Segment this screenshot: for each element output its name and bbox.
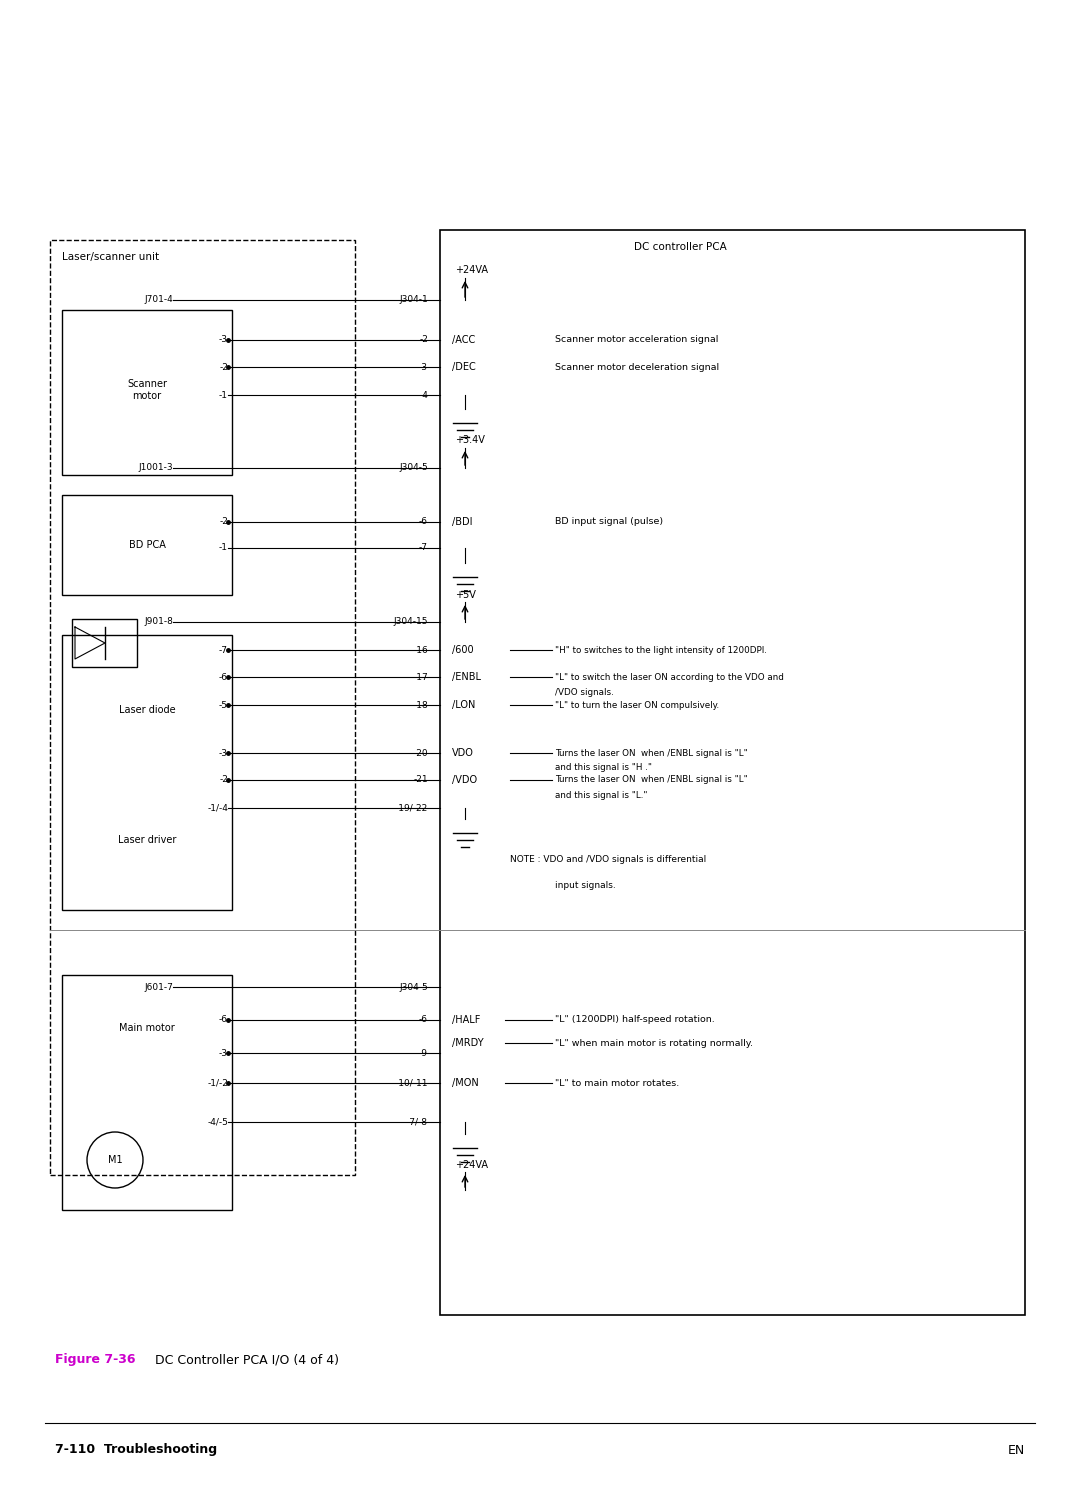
Text: input signals.: input signals. <box>555 881 616 890</box>
Text: Scanner motor deceleration signal: Scanner motor deceleration signal <box>555 362 719 371</box>
Text: Main motor: Main motor <box>119 1023 175 1033</box>
Text: -3: -3 <box>219 749 228 758</box>
Text: /600: /600 <box>453 644 474 655</box>
Text: J701-4: J701-4 <box>145 296 173 305</box>
Text: Figure 7-36: Figure 7-36 <box>55 1353 135 1366</box>
Text: DC controller PCA: DC controller PCA <box>634 242 727 253</box>
Bar <box>62 495 232 595</box>
Text: NOTE : VDO and /VDO signals is differential: NOTE : VDO and /VDO signals is different… <box>510 855 706 864</box>
Text: J601-7: J601-7 <box>144 982 173 991</box>
Text: -1: -1 <box>219 390 228 399</box>
Text: Laser/scanner unit: Laser/scanner unit <box>62 253 159 262</box>
Text: -1/-4: -1/-4 <box>207 803 228 812</box>
Text: J304-5: J304-5 <box>400 982 428 991</box>
Text: /MON: /MON <box>453 1078 478 1088</box>
Text: -1: -1 <box>219 544 228 553</box>
Text: +3.4V: +3.4V <box>455 435 485 446</box>
Text: and this signal is "H .": and this signal is "H ." <box>555 764 652 773</box>
Text: -6: -6 <box>219 673 228 682</box>
Text: -10/-11: -10/-11 <box>395 1078 428 1087</box>
Text: +24VA: +24VA <box>455 265 488 275</box>
Text: "L" to main motor rotates.: "L" to main motor rotates. <box>555 1078 679 1087</box>
Text: DC Controller PCA I/O (4 of 4): DC Controller PCA I/O (4 of 4) <box>156 1353 339 1366</box>
Text: BD PCA: BD PCA <box>129 540 165 550</box>
Text: -21: -21 <box>414 776 428 785</box>
Bar <box>50 241 355 1175</box>
Text: /VDO signals.: /VDO signals. <box>555 688 613 697</box>
Text: J901-8: J901-8 <box>144 617 173 626</box>
Text: M1: M1 <box>108 1156 122 1165</box>
Text: J304-15: J304-15 <box>393 617 428 626</box>
Text: /ACC: /ACC <box>453 335 475 345</box>
Text: Scanner motor acceleration signal: Scanner motor acceleration signal <box>555 335 718 344</box>
Text: -7: -7 <box>219 646 228 655</box>
Text: -18: -18 <box>414 701 428 710</box>
Text: -7: -7 <box>419 544 428 553</box>
Text: -20: -20 <box>414 749 428 758</box>
Text: Laser driver: Laser driver <box>118 836 176 845</box>
Text: "L" when main motor is rotating normally.: "L" when main motor is rotating normally… <box>555 1039 753 1048</box>
Text: "H" to switches to the light intensity of 1200DPI.: "H" to switches to the light intensity o… <box>555 646 767 655</box>
Text: /HALF: /HALF <box>453 1015 481 1026</box>
Text: -6: -6 <box>419 1015 428 1024</box>
Text: -19/-22: -19/-22 <box>395 803 428 812</box>
Bar <box>440 230 1025 1316</box>
Text: -4/-5: -4/-5 <box>207 1117 228 1127</box>
Bar <box>62 635 232 910</box>
Text: /ENBL: /ENBL <box>453 671 481 682</box>
Text: -5: -5 <box>219 701 228 710</box>
Text: -3: -3 <box>219 335 228 344</box>
Text: "L" to turn the laser ON compulsively.: "L" to turn the laser ON compulsively. <box>555 701 719 710</box>
Text: Laser diode: Laser diode <box>119 706 175 715</box>
Text: -16: -16 <box>414 646 428 655</box>
Text: -6: -6 <box>219 1015 228 1024</box>
Text: J1001-3: J1001-3 <box>138 463 173 472</box>
Text: /BDI: /BDI <box>453 517 472 528</box>
Text: /LON: /LON <box>453 700 475 710</box>
Text: -9: -9 <box>419 1048 428 1057</box>
Text: EN: EN <box>1008 1444 1025 1456</box>
Text: -2: -2 <box>219 776 228 785</box>
Text: BD input signal (pulse): BD input signal (pulse) <box>555 517 663 526</box>
Bar <box>72 619 137 667</box>
Text: -3: -3 <box>219 1048 228 1057</box>
Text: /MRDY: /MRDY <box>453 1038 484 1048</box>
Text: VDO: VDO <box>453 748 474 758</box>
Text: J304-5: J304-5 <box>400 463 428 472</box>
Text: +5V: +5V <box>455 591 476 599</box>
Text: /VDO: /VDO <box>453 774 477 785</box>
Text: and this signal is "L.": and this signal is "L." <box>555 791 648 800</box>
Bar <box>62 975 232 1209</box>
Text: "L" (1200DPI) half-speed rotation.: "L" (1200DPI) half-speed rotation. <box>555 1015 715 1024</box>
Text: -6: -6 <box>419 517 428 526</box>
Text: -2: -2 <box>219 517 228 526</box>
Text: -2: -2 <box>419 335 428 344</box>
Text: -7/-8: -7/-8 <box>407 1117 428 1127</box>
Text: -3: -3 <box>419 362 428 371</box>
Text: -4: -4 <box>419 390 428 399</box>
Text: +24VA: +24VA <box>455 1160 488 1171</box>
Text: Turns the laser ON  when /ENBL signal is "L": Turns the laser ON when /ENBL signal is … <box>555 749 747 758</box>
Text: 7-110  Troubleshooting: 7-110 Troubleshooting <box>55 1444 217 1456</box>
Text: J304-1: J304-1 <box>400 296 428 305</box>
Text: -1/-2: -1/-2 <box>207 1078 228 1087</box>
Text: -2: -2 <box>219 362 228 371</box>
Text: -17: -17 <box>414 673 428 682</box>
Text: Turns the laser ON  when /ENBL signal is "L": Turns the laser ON when /ENBL signal is … <box>555 776 747 785</box>
Text: "L" to switch the laser ON according to the VDO and: "L" to switch the laser ON according to … <box>555 673 784 682</box>
Text: /DEC: /DEC <box>453 362 476 372</box>
Bar <box>62 309 232 475</box>
Text: Scanner
motor: Scanner motor <box>127 380 167 401</box>
